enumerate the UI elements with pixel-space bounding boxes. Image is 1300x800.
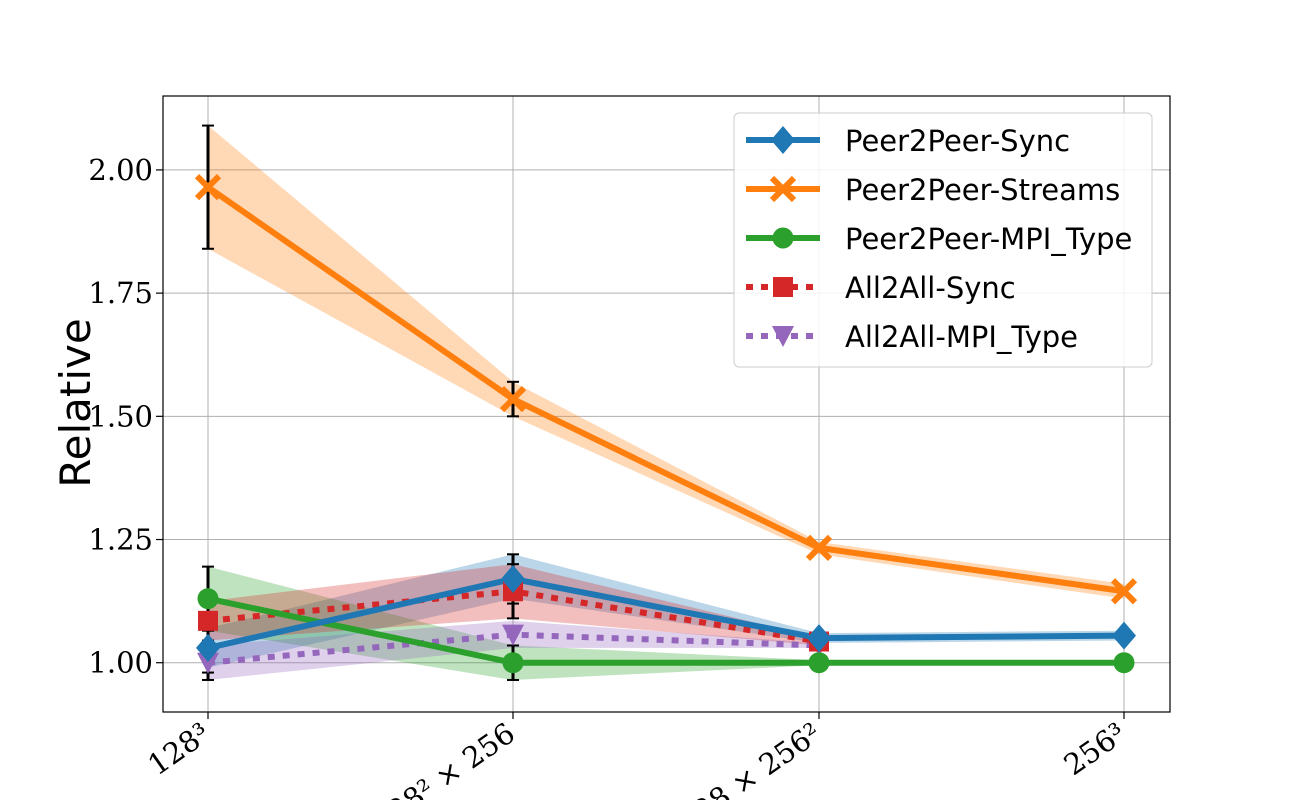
- marker-1-0-stroke: [194, 174, 222, 201]
- plot-frame: [162, 95, 1171, 713]
- marker-4-1: [502, 624, 524, 646]
- marker-1-3: [1110, 578, 1138, 605]
- x-tick-label: 128² × 256: [366, 716, 521, 800]
- series-line-2: [207, 595, 1124, 666]
- y-tick-label: 2.00: [88, 153, 153, 187]
- y-axis-label: Relative: [51, 318, 100, 487]
- legend: Peer2Peer-Sync Peer2Peer-Streams Peer2Peer…: [733, 112, 1153, 368]
- legend-marker-0: [771, 126, 795, 154]
- legend-marker-3: [773, 277, 793, 297]
- marker-0-0: [196, 633, 220, 662]
- marker-1-2-stroke: [805, 534, 833, 562]
- marker-2-2: [808, 652, 830, 674]
- x-tick-label: 128 × 256²: [672, 716, 827, 800]
- x-tick-label: 256³: [1058, 716, 1132, 782]
- marker-0-1: [501, 564, 525, 593]
- marker-4-0: [197, 652, 219, 674]
- marker-1-3-stroke: [1110, 578, 1138, 605]
- marker-1-2: [805, 534, 833, 562]
- y-tick-label: 1.75: [88, 276, 153, 310]
- legend-label: Peer2Peer-MPI_Type: [845, 222, 1132, 256]
- legend-box: [733, 112, 1153, 368]
- marker-2-1: [502, 652, 524, 674]
- series-markers: [194, 174, 1138, 674]
- marker-1-1: [499, 385, 527, 413]
- marker-2-3: [1113, 652, 1135, 674]
- x-tick-label: 128³: [142, 716, 216, 782]
- marker-1-1-stroke: [499, 385, 527, 413]
- legend-label: All2All-MPI_Type: [845, 320, 1078, 354]
- legend-label: Peer2Peer-Sync: [845, 124, 1070, 158]
- series-line-1: [206, 184, 1125, 595]
- legend-marker-1-stroke: [769, 175, 797, 203]
- marker-1-0: [194, 174, 222, 201]
- band-4: [208, 620, 819, 680]
- marker-0-2: [807, 624, 831, 653]
- y-tick-label: 1.50: [88, 399, 153, 433]
- marker-2-0: [197, 588, 219, 610]
- y-tick-label: 1.00: [88, 646, 153, 680]
- legend-label: Peer2Peer-Streams: [845, 173, 1120, 207]
- series-line-0: [207, 575, 1125, 651]
- marker-3-0: [198, 610, 218, 631]
- legend-marker-2: [772, 227, 794, 249]
- legend-marker-4: [772, 326, 794, 347]
- y-tick-label: 1.25: [88, 523, 153, 557]
- band-2: [208, 566, 1124, 680]
- marker-0-3: [1112, 621, 1136, 650]
- legend-label: All2All-Sync: [845, 271, 1016, 305]
- legend-marker-1: [769, 175, 797, 203]
